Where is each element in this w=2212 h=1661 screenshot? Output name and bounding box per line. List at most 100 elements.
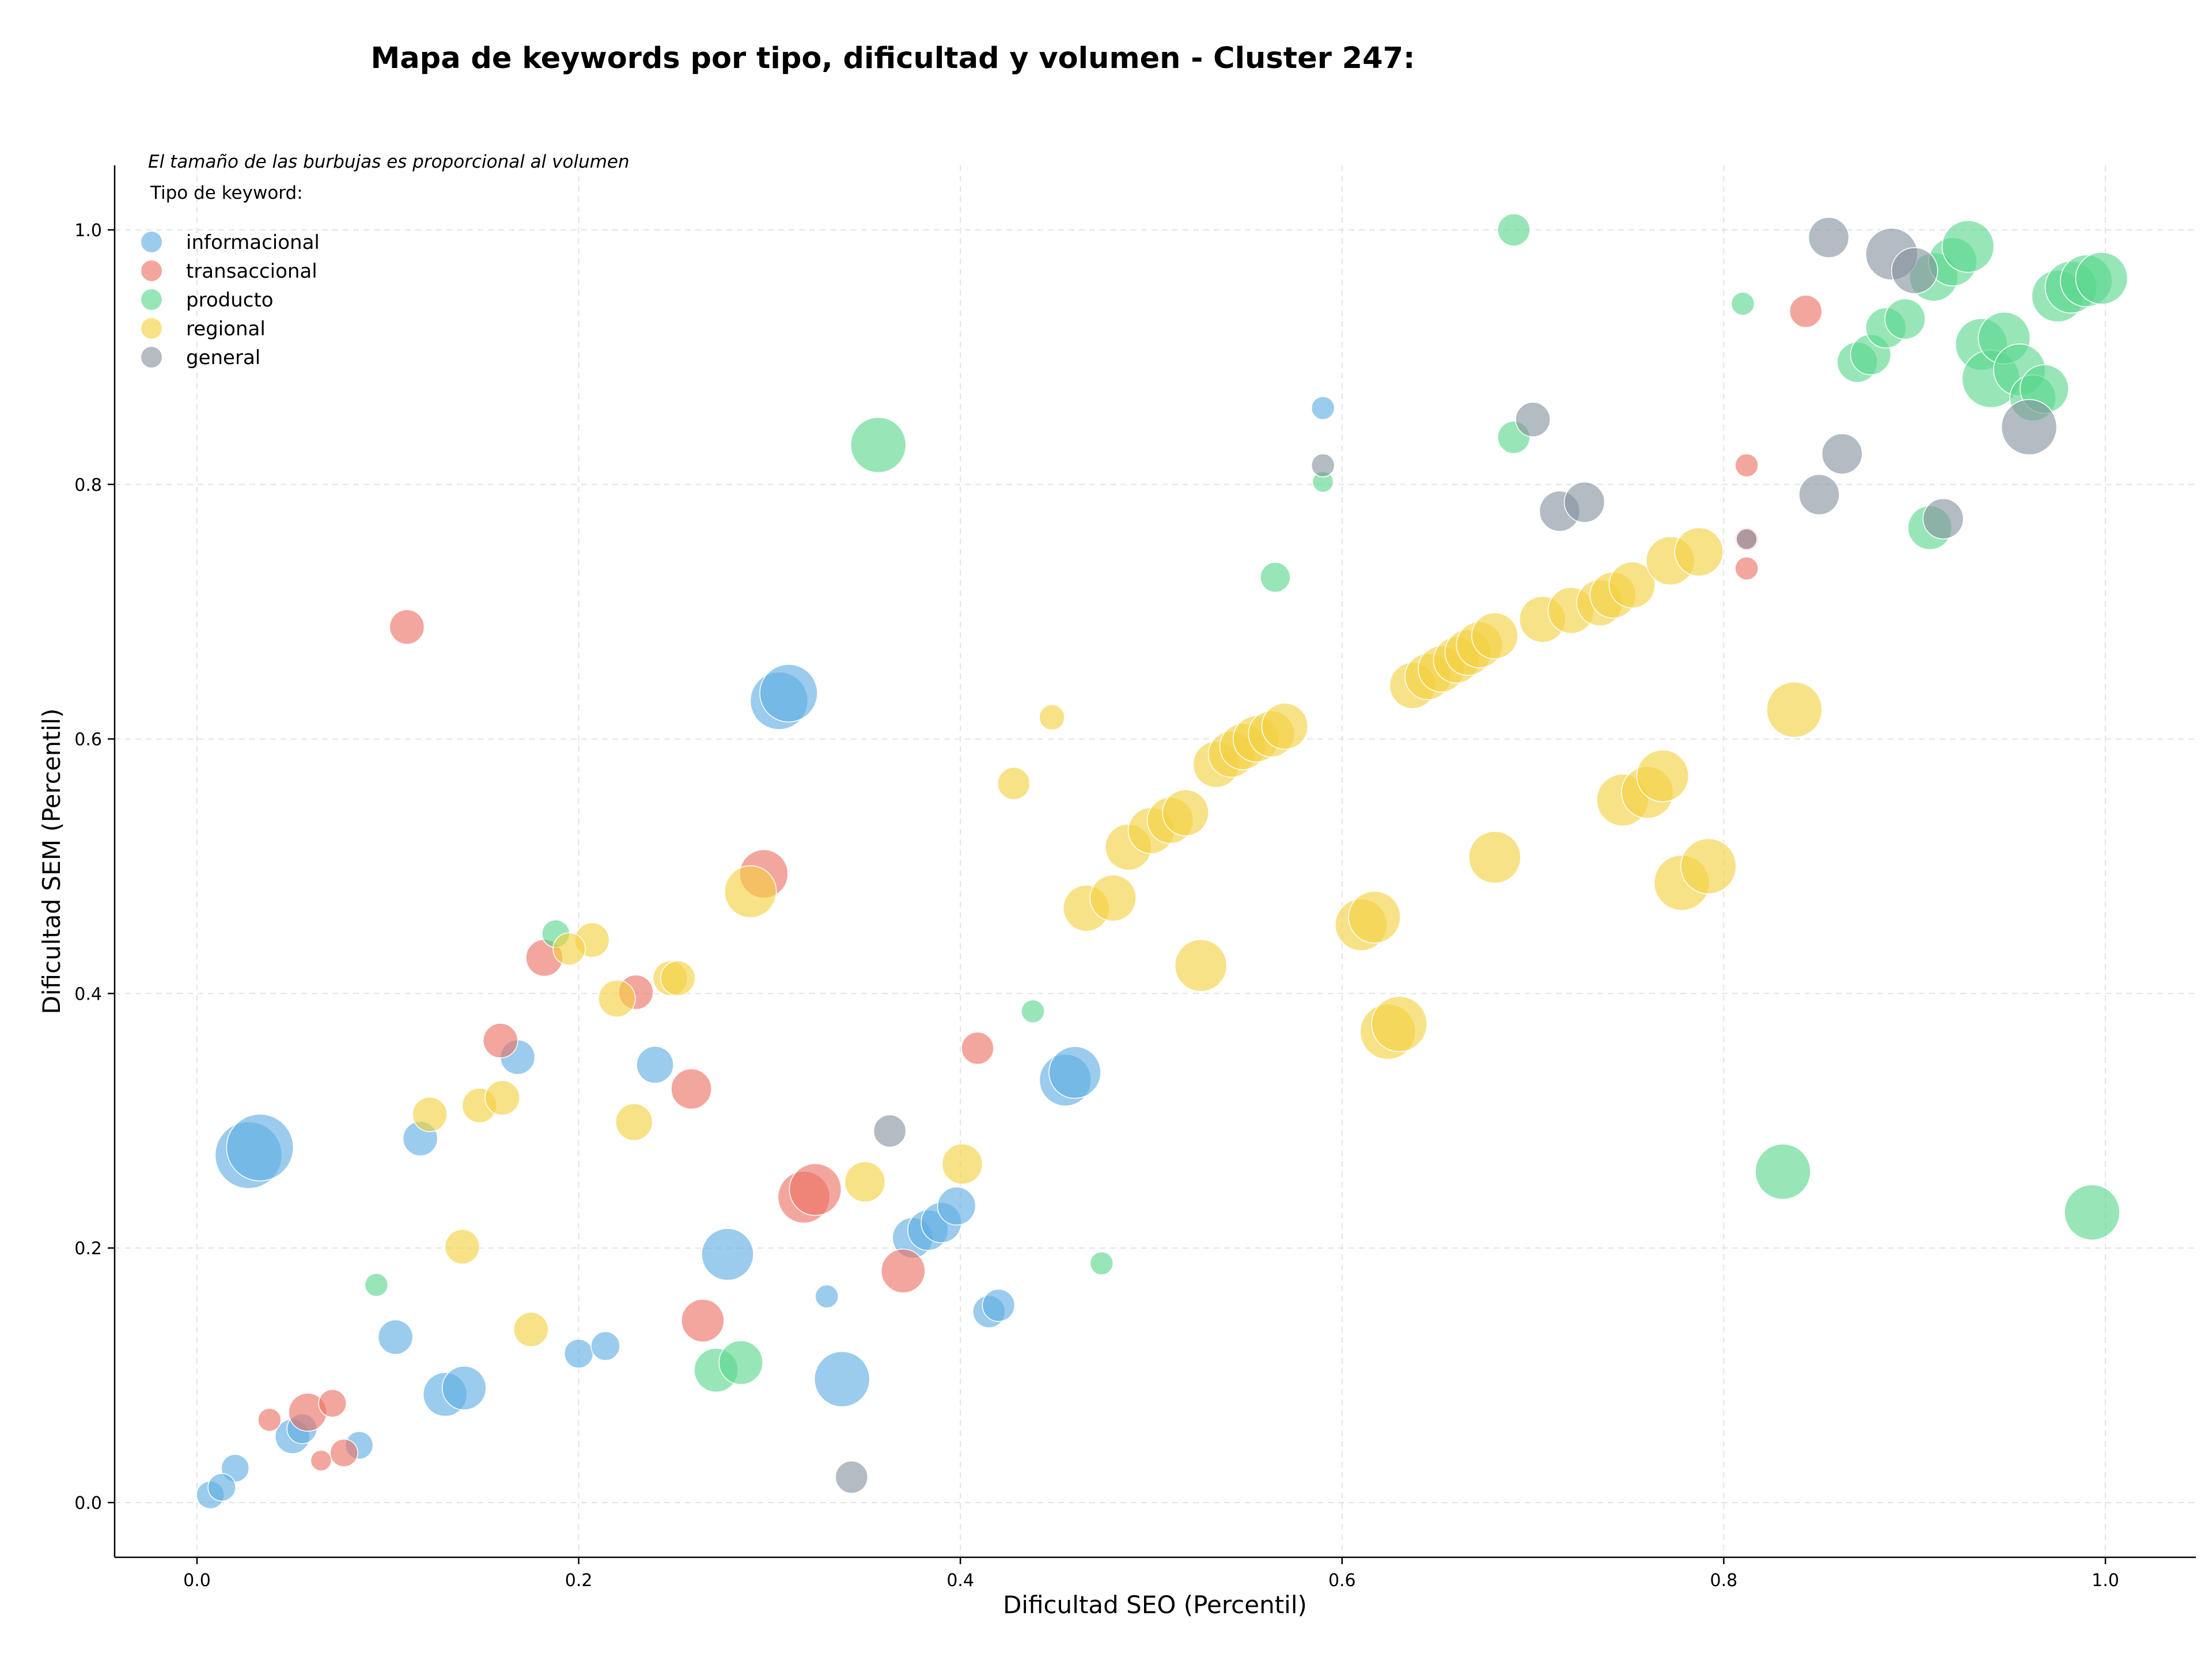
- bubble-informacional: [1048, 1046, 1101, 1099]
- bubble-regional: [1261, 702, 1309, 750]
- bubble-transaccional: [1734, 556, 1759, 581]
- legend-label-general: general: [186, 346, 260, 369]
- bubble-producto: [1089, 1251, 1114, 1276]
- bubble-regional: [1680, 838, 1737, 895]
- bubble-informacional: [207, 1473, 236, 1502]
- y-tick-label: 0.0: [74, 1493, 102, 1514]
- bubble-producto: [1021, 999, 1045, 1024]
- bubble-regional: [724, 865, 777, 918]
- bubble-informacional: [442, 1365, 487, 1410]
- x-tick-label: 0.0: [183, 1571, 211, 1591]
- bubble-transaccional: [681, 1299, 725, 1342]
- bubble-transaccional: [318, 1388, 347, 1418]
- bubble-regional: [1766, 682, 1823, 738]
- bubble-regional: [412, 1096, 448, 1133]
- bubble-regional: [615, 1103, 653, 1141]
- bubble-regional: [1371, 996, 1427, 1053]
- bubble-producto: [2075, 252, 2128, 305]
- bubble-regional: [552, 932, 586, 966]
- legend-marker-transaccional: [141, 260, 162, 281]
- y-tick-label: 0.4: [74, 984, 102, 1004]
- bubble-layer: [196, 213, 2128, 1509]
- bubble-general: [1808, 217, 1850, 259]
- bubble-informacional: [636, 1046, 674, 1084]
- legend-label-transaccional: transaccional: [186, 260, 317, 283]
- x-axis-label: Dificultad SEO (Percentil): [1003, 1591, 1307, 1619]
- legend-entries: informacional transaccional producto region…: [141, 231, 320, 369]
- bubble-general: [1736, 528, 1758, 550]
- bubble-regional: [1162, 789, 1209, 837]
- bubble-informacional: [226, 1113, 294, 1182]
- bubble-size-note: El tamaño de las burbujas es proporciona…: [148, 152, 630, 172]
- y-tick-label: 0.6: [74, 730, 102, 750]
- y-tick-label: 0.8: [74, 475, 102, 495]
- chart-title: Mapa de keywords por tipo, dificultad y …: [371, 41, 1415, 75]
- bubble-transaccional: [329, 1439, 358, 1467]
- bubble-producto: [1497, 213, 1531, 247]
- series-regional: [412, 527, 1823, 1348]
- bubble-transaccional: [671, 1068, 712, 1110]
- series-transaccional: [257, 294, 1823, 1471]
- bubble-general: [1798, 474, 1840, 516]
- bubble-transaccional: [961, 1031, 994, 1065]
- bubble-regional: [660, 960, 696, 996]
- bubble-transaccional: [257, 1408, 282, 1432]
- bubble-informacional: [815, 1284, 839, 1308]
- x-tick-label: 1.0: [2092, 1571, 2119, 1591]
- bubble-informacional: [701, 1228, 754, 1281]
- bubble-transaccional: [1734, 453, 1759, 478]
- bubble-general: [1922, 498, 1964, 540]
- bubble-transaccional: [389, 609, 425, 645]
- bubble-general: [1563, 481, 1605, 523]
- legend-title: Tipo de keyword:: [150, 183, 303, 203]
- bubble-producto: [1730, 292, 1755, 316]
- bubble-regional: [1468, 831, 1521, 884]
- grid: [115, 165, 2196, 1557]
- bubble-regional: [1348, 891, 1401, 944]
- bubble-regional: [484, 1080, 520, 1116]
- bubble-regional: [1608, 561, 1656, 609]
- bubble-informacional: [1310, 396, 1335, 421]
- legend-label-producto: producto: [186, 289, 274, 312]
- bubble-producto: [850, 417, 907, 474]
- series-producto: [364, 213, 2128, 1393]
- bubble-transaccional: [310, 1450, 332, 1471]
- x-tick-label: 0.2: [565, 1571, 593, 1591]
- bubble-regional: [844, 1161, 886, 1203]
- x-tick-label: 0.8: [1710, 1571, 1738, 1591]
- legend-label-informacional: informacional: [186, 231, 320, 254]
- bubble-regional: [1039, 704, 1065, 731]
- bubble-general: [873, 1114, 907, 1148]
- y-tick-label: 1.0: [74, 221, 102, 241]
- bubble-producto: [1884, 298, 1926, 340]
- bubble-informacional: [590, 1331, 620, 1361]
- bubble-producto: [718, 1340, 763, 1385]
- bubble-regional: [1674, 527, 1724, 577]
- bubble-producto: [1941, 220, 1995, 273]
- legend-marker-regional: [141, 318, 162, 339]
- bubble-producto: [364, 1273, 389, 1297]
- y-axis-label: Dificultad SEM (Percentil): [37, 709, 66, 1015]
- bubble-producto: [1755, 1143, 1811, 1200]
- legend-marker-general: [141, 347, 162, 368]
- bubble-regional: [513, 1311, 549, 1348]
- series-general: [835, 217, 2058, 1494]
- bubble-general: [2001, 399, 2058, 456]
- bubble-regional: [997, 767, 1031, 800]
- bubble-general: [835, 1461, 869, 1494]
- legend-marker-producto: [141, 289, 162, 310]
- bubble-regional: [598, 979, 636, 1017]
- bubble-regional: [444, 1229, 480, 1265]
- bubble-general: [1821, 433, 1863, 475]
- bubble-informacional: [814, 1350, 870, 1408]
- x-tick-label: 0.4: [946, 1571, 974, 1591]
- legend: Tipo de keyword: informacional transaccio…: [141, 183, 320, 369]
- series-informacional: [196, 396, 1335, 1509]
- bubble-informacional: [937, 1186, 976, 1226]
- bubble-general: [1310, 453, 1335, 478]
- bubble-transaccional: [789, 1163, 842, 1216]
- x-tick-label: 0.6: [1328, 1571, 1356, 1591]
- legend-label-regional: regional: [186, 317, 266, 340]
- ticks: 0.0 0.0 0.2 0.2 0.4 0.4 0.6 0.6 0.8 0.8 1.0 1.0: [74, 221, 2119, 1591]
